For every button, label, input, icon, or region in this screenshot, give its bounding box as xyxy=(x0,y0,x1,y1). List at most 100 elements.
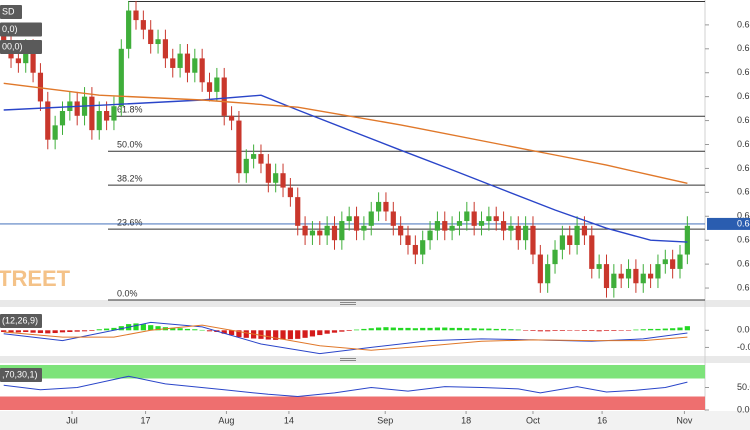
histogram-bar xyxy=(390,327,396,331)
histogram-bar xyxy=(346,330,352,331)
indicator-tag-bg xyxy=(0,22,42,37)
candle-body xyxy=(236,120,242,174)
candle-body xyxy=(353,216,360,231)
candle-body xyxy=(302,225,308,236)
histogram-bar xyxy=(493,328,499,331)
histogram-bar xyxy=(309,330,316,337)
candle-body xyxy=(633,268,639,284)
candle-body xyxy=(23,48,29,64)
histogram-bar xyxy=(81,330,88,332)
candle-body xyxy=(493,216,499,222)
fib-level-label: 50.0% xyxy=(117,140,143,150)
histogram-bar xyxy=(478,328,485,331)
histogram-bar xyxy=(677,327,683,331)
candle-body xyxy=(361,225,367,231)
histogram-bar xyxy=(545,330,551,332)
histogram-bar xyxy=(258,330,264,339)
histogram-bar xyxy=(537,330,543,332)
histogram-bar xyxy=(23,330,29,332)
indicator-tag-bg xyxy=(0,368,42,382)
candle-body xyxy=(52,125,58,140)
y-tick-label: -0.005 xyxy=(737,342,750,352)
histogram-bar xyxy=(243,330,249,338)
candle-body xyxy=(118,48,124,107)
histogram-bar xyxy=(589,330,595,331)
candle-body xyxy=(280,173,286,188)
histogram-bar xyxy=(1,330,7,332)
candle-body xyxy=(603,264,610,289)
candle-body xyxy=(552,249,558,265)
histogram-bar xyxy=(236,330,242,338)
y-tick-label: 0.635 xyxy=(737,258,750,268)
histogram-bar xyxy=(361,328,367,331)
y-tick-label: 0.68 xyxy=(737,43,750,53)
candle-body xyxy=(515,225,521,241)
fib-level-label: 23.6% xyxy=(117,218,143,228)
histogram-bar xyxy=(140,324,146,331)
candle-body xyxy=(346,216,352,222)
histogram-bar xyxy=(206,330,213,332)
moving-average xyxy=(3,82,688,184)
histogram-bar xyxy=(603,330,610,331)
candle-body xyxy=(221,77,227,116)
histogram-bar xyxy=(655,328,661,331)
histogram-bar xyxy=(287,330,293,340)
histogram-bar xyxy=(265,330,271,340)
histogram-bar xyxy=(500,328,507,331)
histogram-bar xyxy=(486,328,492,331)
y-tick-label: 0.645 xyxy=(737,211,750,221)
histogram-bar xyxy=(670,328,676,331)
watermark: TREET xyxy=(0,266,71,291)
y-tick-label: 0.665 xyxy=(737,115,750,125)
indicator-tag: (12,26,9) xyxy=(2,315,38,325)
histogram-bar xyxy=(273,330,279,340)
panel-divider xyxy=(0,300,750,307)
candle-body xyxy=(45,101,51,140)
histogram-bar xyxy=(383,327,389,331)
y-tick-label: 0.65 xyxy=(737,187,750,197)
histogram-bar xyxy=(30,330,36,333)
candle-body xyxy=(596,264,602,269)
y-tick-label: 0.00 xyxy=(737,404,750,414)
histogram-bar xyxy=(96,329,102,331)
candle-body xyxy=(412,244,418,255)
histogram-bar xyxy=(199,329,205,331)
x-tick-label: Nov xyxy=(676,415,693,425)
candle-body xyxy=(574,225,580,245)
y-tick-label: 0.655 xyxy=(737,163,750,173)
histogram-bar xyxy=(434,327,441,331)
candle-body xyxy=(449,225,455,231)
candle-body xyxy=(427,230,433,241)
candle-body xyxy=(155,39,161,45)
histogram-bar xyxy=(640,329,646,331)
candle-body xyxy=(625,268,632,279)
candle-body xyxy=(464,211,470,222)
y-tick-label: 0.685 xyxy=(737,19,750,29)
histogram-bar xyxy=(633,329,639,331)
candle-body xyxy=(96,111,102,131)
y-tick-label: 0.63 xyxy=(737,282,750,292)
histogram-bar xyxy=(148,325,154,331)
candle-body xyxy=(420,240,426,255)
histogram-bar xyxy=(464,328,470,331)
candle-body xyxy=(324,225,330,236)
candle-body xyxy=(486,216,492,222)
y-tick-label: 0.675 xyxy=(737,67,750,77)
candle-body xyxy=(567,235,573,245)
candle-body xyxy=(339,221,345,241)
x-tick-label: 17 xyxy=(141,415,151,425)
candle-body xyxy=(1,34,7,45)
histogram-bar xyxy=(530,330,536,331)
histogram-bar xyxy=(8,330,14,333)
histogram-bar xyxy=(368,328,374,331)
candle-body xyxy=(647,273,654,279)
histogram-bar xyxy=(596,330,602,332)
histogram-bar xyxy=(74,330,80,332)
candle-body xyxy=(456,221,463,226)
candle-body xyxy=(206,82,213,92)
indicator-tag: 0,0) xyxy=(2,24,18,34)
candle-body xyxy=(500,221,507,231)
candle-body xyxy=(523,225,529,241)
histogram-bar xyxy=(15,330,21,333)
x-tick-label: Jul xyxy=(66,415,78,425)
